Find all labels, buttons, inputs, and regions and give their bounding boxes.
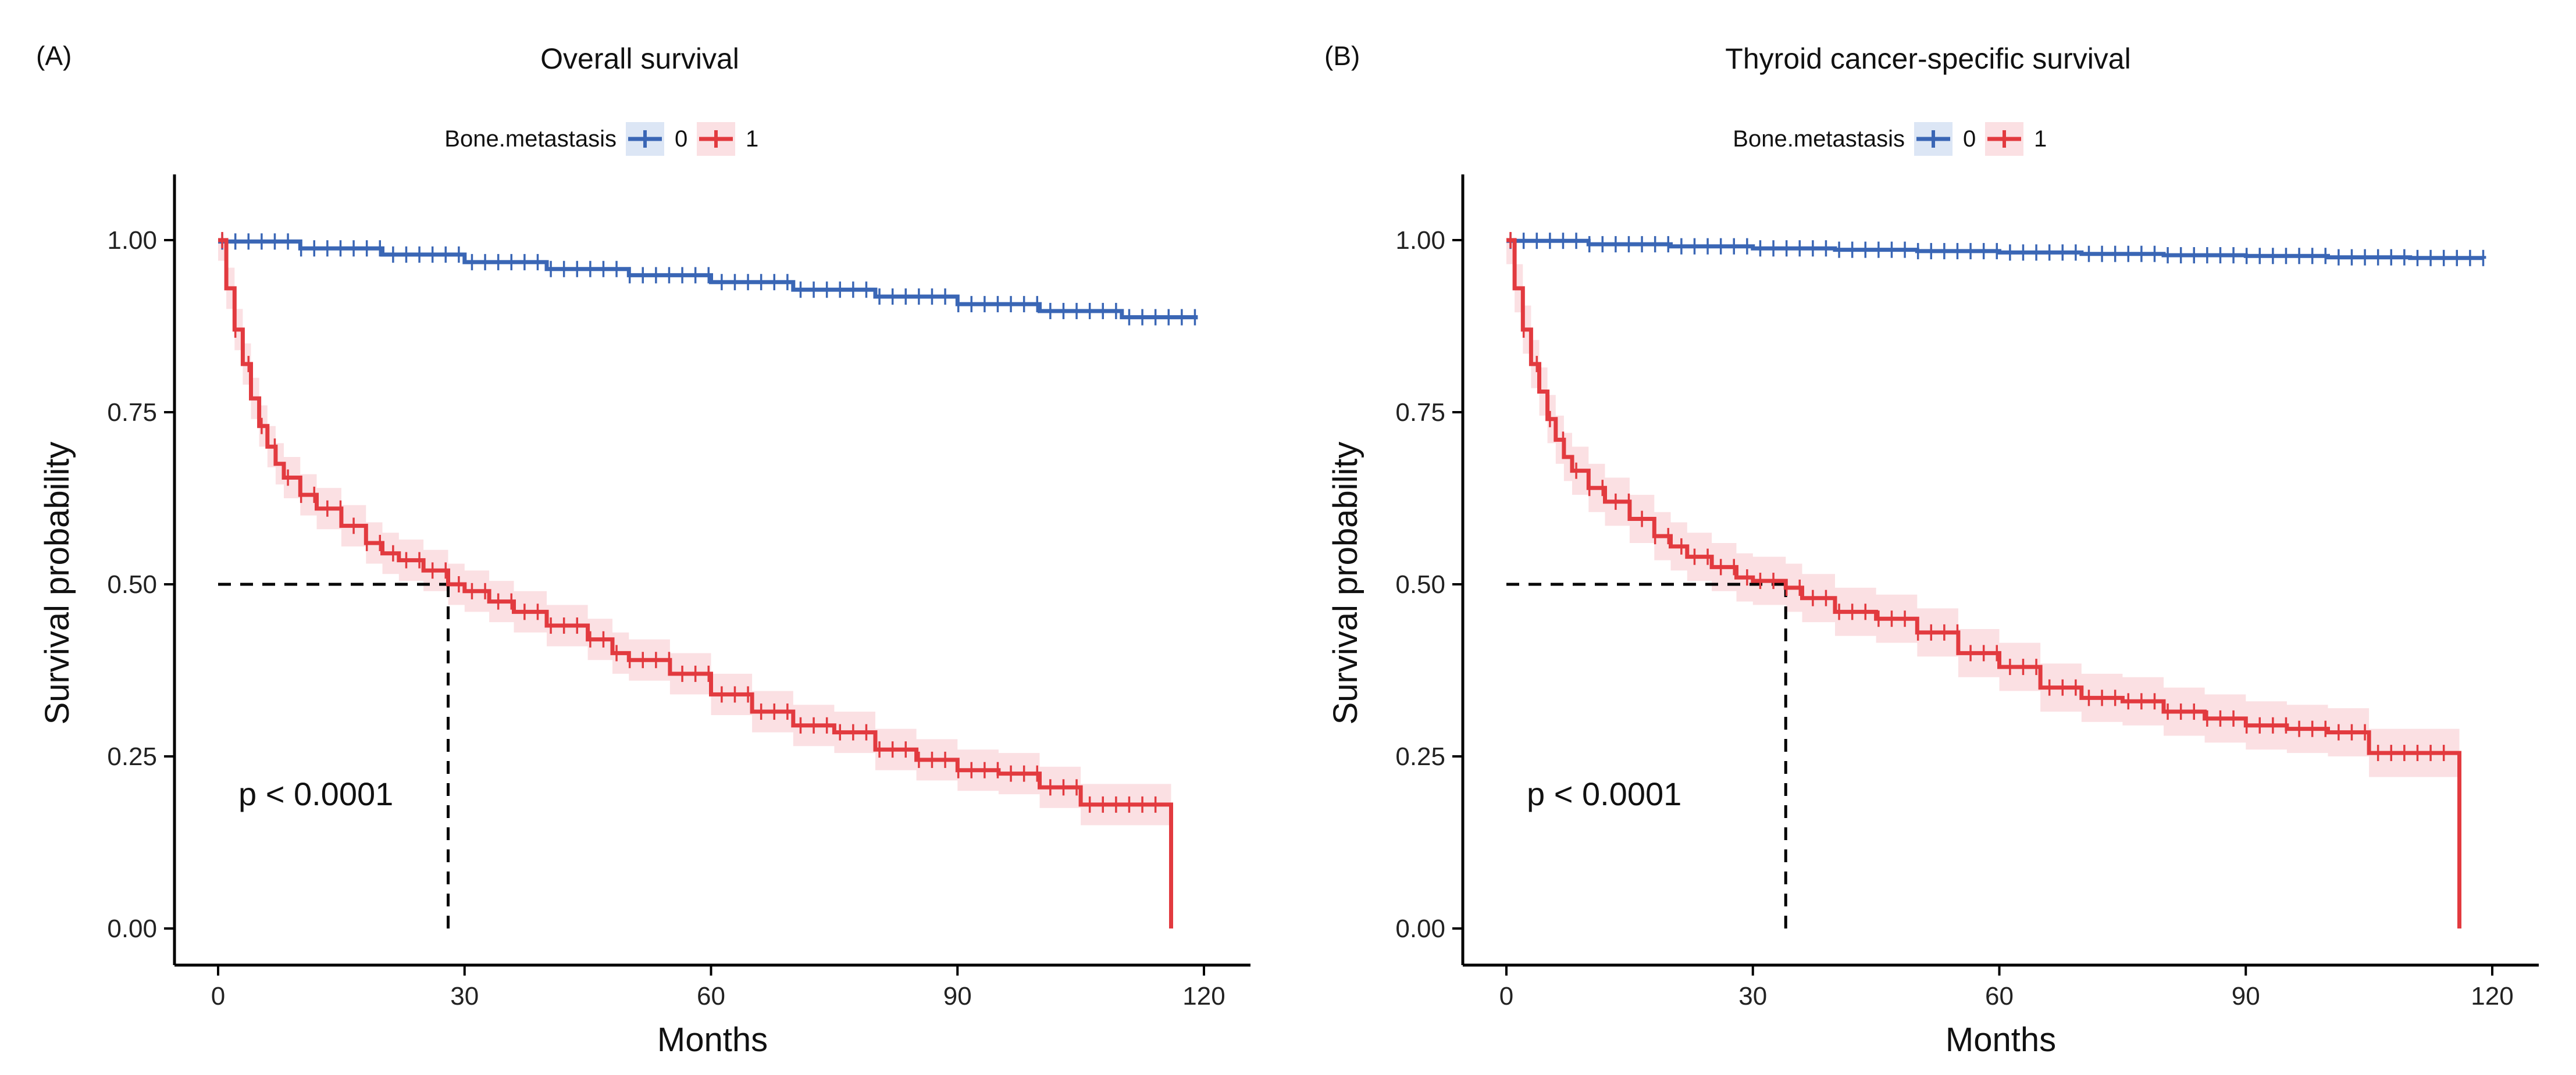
plot-area: 0 30 60 90 120 0.00 0.25 0.50 0.75 1.00 bbox=[1395, 174, 2539, 1010]
x-axis-title: Months bbox=[657, 1021, 768, 1059]
y-axis-title: Survival probability bbox=[1327, 442, 1364, 725]
survival-curve-series-1 bbox=[218, 238, 1173, 928]
chart-overall-survival: (A) Overall survival Bone.metastasis 0 1… bbox=[36, 41, 1250, 1059]
y-tick-label: 0.50 bbox=[1395, 570, 1445, 599]
chart-thyroid-cancer-specific-survival: (B) Thyroid cancer-specific survival Bon… bbox=[1324, 41, 2539, 1059]
y-tick-label: 0.50 bbox=[107, 570, 157, 599]
legend-key-0 bbox=[626, 122, 664, 156]
x-tick-label: 30 bbox=[450, 982, 479, 1010]
y-tick-label: 1.00 bbox=[1395, 226, 1445, 255]
panel-label: (B) bbox=[1324, 41, 1360, 71]
y-axis-title: Survival probability bbox=[38, 442, 76, 725]
x-tick-label: 90 bbox=[943, 982, 972, 1010]
survival-curve-series-0 bbox=[1506, 238, 2486, 260]
legend-label-0: 0 bbox=[675, 126, 687, 152]
legend-label-1: 1 bbox=[2034, 126, 2047, 152]
x-tick-label: 0 bbox=[211, 982, 225, 1010]
survival-curve-series-0 bbox=[218, 239, 1198, 320]
survival-curve-series-1 bbox=[1506, 238, 2461, 928]
chart-title: Overall survival bbox=[540, 42, 739, 75]
panel-thyroid-cancer-specific-survival: (B) Thyroid cancer-specific survival Bon… bbox=[1288, 0, 2576, 1075]
y-tick-label: 0.00 bbox=[107, 915, 157, 943]
plot-area: 0 30 60 90 120 0.00 0.25 0.50 0.75 1.00 bbox=[107, 174, 1250, 1010]
legend-title: Bone.metastasis bbox=[444, 126, 617, 152]
censor-marks-series-0 bbox=[1509, 233, 2485, 266]
x-tick-label: 0 bbox=[1499, 982, 1513, 1010]
censor-marks-series-1 bbox=[221, 232, 1157, 813]
ci-band-series-1 bbox=[1506, 240, 2460, 777]
legend: Bone.metastasis 0 1 bbox=[1733, 122, 2047, 156]
legend: Bone.metastasis 0 1 bbox=[444, 122, 758, 156]
x-tick-label: 120 bbox=[1182, 982, 1225, 1010]
x-axis-title: Months bbox=[1946, 1021, 2056, 1059]
y-tick-label: 0.25 bbox=[1395, 742, 1445, 771]
x-tick-label: 120 bbox=[2471, 982, 2513, 1010]
panel-overall-survival: (A) Overall survival Bone.metastasis 0 1… bbox=[36, 41, 1250, 1059]
x-tick-label: 60 bbox=[1985, 982, 2014, 1010]
legend-key-0 bbox=[1914, 122, 1953, 156]
x-tick-label: 90 bbox=[2232, 982, 2260, 1010]
panel-label: (A) bbox=[36, 41, 72, 71]
chart-title: Thyroid cancer-specific survival bbox=[1725, 42, 2130, 75]
x-tick-label: 60 bbox=[697, 982, 725, 1010]
x-tick-label: 30 bbox=[1738, 982, 1767, 1010]
y-tick-label: 0.25 bbox=[107, 742, 157, 771]
legend-key-1 bbox=[697, 122, 735, 156]
ci-band-series-1 bbox=[218, 240, 1171, 826]
legend-label-1: 1 bbox=[746, 126, 758, 152]
legend-title: Bone.metastasis bbox=[1733, 126, 1905, 152]
y-tick-label: 1.00 bbox=[107, 226, 157, 255]
legend-key-1 bbox=[1985, 122, 2023, 156]
y-tick-label: 0.75 bbox=[1395, 398, 1445, 427]
y-tick-label: 0.75 bbox=[107, 398, 157, 427]
p-value-annotation: p < 0.0001 bbox=[238, 776, 393, 812]
y-tick-label: 0.00 bbox=[1395, 915, 1445, 943]
p-value-annotation: p < 0.0001 bbox=[1527, 776, 1681, 812]
legend-label-0: 0 bbox=[1963, 126, 1976, 152]
censor-marks-series-1 bbox=[1509, 232, 2445, 762]
